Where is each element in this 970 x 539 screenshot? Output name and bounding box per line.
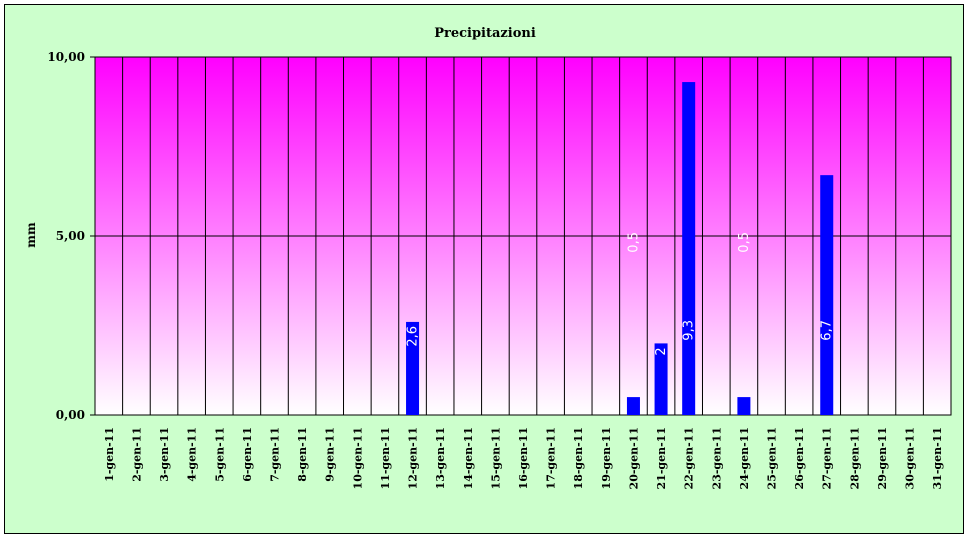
x-tick-label: 10-gen-11 — [351, 427, 364, 489]
x-tick-label: 11-gen-11 — [379, 427, 392, 489]
x-tick-label: 27-gen-11 — [821, 427, 834, 489]
x-tick-label: 7-gen-11 — [268, 427, 281, 482]
chart-title: Precipitazioni — [434, 26, 536, 41]
x-tick-label: 9-gen-11 — [324, 427, 337, 482]
bar-12-gen-11 — [406, 321, 420, 415]
plot-border — [94, 56, 952, 416]
y-axis-label: mm — [24, 222, 38, 248]
chart-frame: Precipitazioni mm 0,00 5,00 10,00 2,6 0,5 2 9,… — [4, 4, 964, 534]
x-tick-label: 17-gen-11 — [545, 427, 558, 489]
chart-svg: Precipitazioni mm 0,00 5,00 10,00 2,6 0,5 2 9,… — [24, 26, 952, 489]
x-tick-label: 3-gen-11 — [158, 427, 171, 482]
x-tick-label: 18-gen-11 — [572, 427, 585, 489]
x-tick-label: 21-gen-11 — [655, 427, 668, 489]
x-tick-label: 28-gen-11 — [848, 427, 861, 489]
x-tick-label: 22-gen-11 — [683, 427, 696, 489]
y-tick-label: 5,00 — [56, 229, 85, 243]
bar-24-gen-11 — [737, 397, 751, 415]
x-tick-label: 23-gen-11 — [710, 427, 723, 489]
x-tick-label: 6-gen-11 — [241, 427, 254, 482]
x-tick-label: 12-gen-11 — [407, 427, 420, 489]
x-tick-label: 8-gen-11 — [296, 427, 309, 482]
x-tick-label: 30-gen-11 — [904, 427, 917, 489]
x-tick-label: 14-gen-11 — [462, 427, 475, 489]
data-label-22-gen-11: 9,3 — [682, 320, 697, 341]
data-label-12-gen-11: 2,6 — [406, 326, 421, 347]
bar-21-gen-11 — [654, 343, 668, 415]
bar-27-gen-11 — [820, 175, 834, 415]
x-tick-label: 29-gen-11 — [876, 427, 889, 489]
x-tick-label: 26-gen-11 — [793, 427, 806, 489]
x-tick-label: 25-gen-11 — [766, 427, 779, 489]
x-tick-label: 2-gen-11 — [130, 427, 143, 482]
x-tick-label: 13-gen-11 — [434, 427, 447, 489]
x-tick-label: 31-gen-11 — [931, 427, 944, 489]
data-label-20-gen-11: 0,5 — [626, 232, 641, 253]
bar-22-gen-11 — [682, 82, 696, 415]
x-tick-label: 19-gen-11 — [600, 427, 613, 489]
x-tick-label: 16-gen-11 — [517, 427, 530, 489]
data-label-27-gen-11: 6,7 — [820, 320, 835, 341]
data-label-24-gen-11: 0,5 — [737, 232, 752, 253]
data-label-21-gen-11: 2 — [654, 347, 669, 355]
bar-20-gen-11 — [626, 397, 640, 415]
x-tick-label: 15-gen-11 — [489, 427, 502, 489]
x-tick-label: 1-gen-11 — [103, 427, 116, 482]
x-tick-label: 20-gen-11 — [627, 427, 640, 489]
x-tick-label: 5-gen-11 — [213, 427, 226, 482]
plot-area: 0,00 5,00 10,00 2,6 0,5 2 9,3 0,5 6,7 1-gen-11 2-g… — [47, 50, 952, 489]
x-tick-label: 24-gen-11 — [738, 427, 751, 489]
y-tick-label: 10,00 — [47, 50, 85, 64]
x-tick-label: 4-gen-11 — [186, 427, 199, 482]
y-tick-label: 0,00 — [56, 408, 85, 422]
